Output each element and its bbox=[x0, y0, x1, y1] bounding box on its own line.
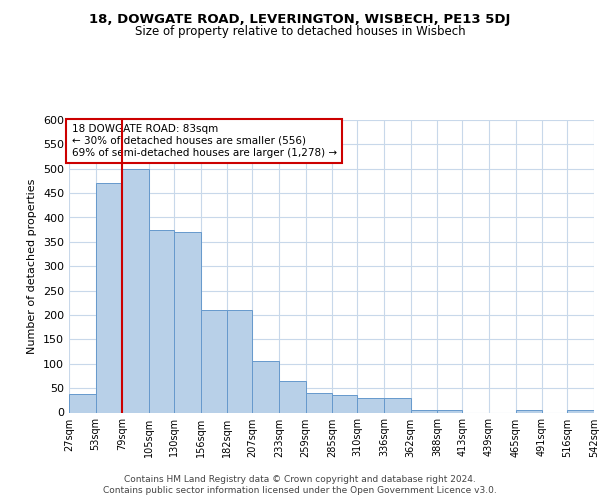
Bar bbox=[332, 396, 358, 412]
Bar bbox=[174, 232, 200, 412]
Bar bbox=[515, 410, 542, 412]
Bar bbox=[358, 398, 384, 412]
Text: Contains public sector information licensed under the Open Government Licence v3: Contains public sector information licen… bbox=[103, 486, 497, 495]
Bar bbox=[384, 398, 410, 412]
Text: Contains HM Land Registry data © Crown copyright and database right 2024.: Contains HM Land Registry data © Crown c… bbox=[124, 475, 476, 484]
Bar bbox=[410, 410, 437, 412]
Bar bbox=[122, 169, 149, 412]
Bar bbox=[253, 362, 279, 412]
Bar bbox=[227, 310, 253, 412]
Bar bbox=[200, 310, 227, 412]
Bar bbox=[305, 393, 332, 412]
Bar bbox=[69, 394, 95, 412]
Bar bbox=[437, 410, 463, 412]
Text: 18, DOWGATE ROAD, LEVERINGTON, WISBECH, PE13 5DJ: 18, DOWGATE ROAD, LEVERINGTON, WISBECH, … bbox=[89, 12, 511, 26]
Y-axis label: Number of detached properties: Number of detached properties bbox=[28, 178, 37, 354]
Bar bbox=[568, 410, 594, 412]
Bar bbox=[95, 184, 122, 412]
Bar bbox=[149, 230, 174, 412]
Text: 18 DOWGATE ROAD: 83sqm
← 30% of detached houses are smaller (556)
69% of semi-de: 18 DOWGATE ROAD: 83sqm ← 30% of detached… bbox=[71, 124, 337, 158]
Bar bbox=[279, 381, 305, 412]
Text: Size of property relative to detached houses in Wisbech: Size of property relative to detached ho… bbox=[134, 25, 466, 38]
